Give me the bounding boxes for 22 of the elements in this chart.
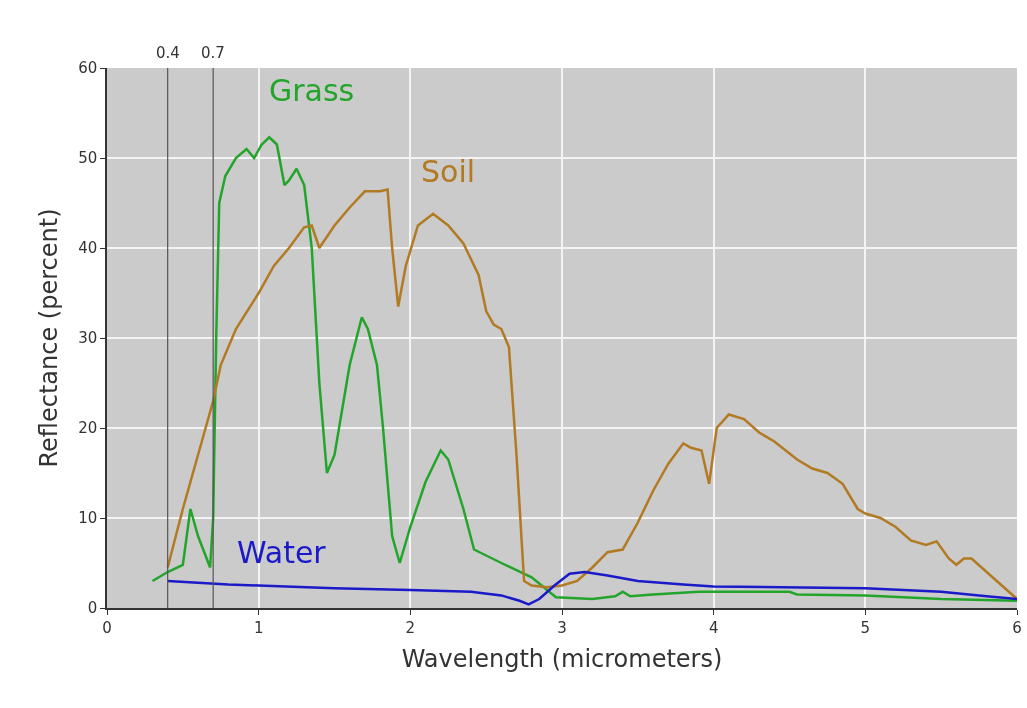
x-tick-label: 4: [708, 618, 719, 637]
x-axis-title: Wavelength (micrometers): [401, 644, 723, 673]
y-tick-label: 10: [78, 509, 98, 528]
ref-line-label: 0.4: [156, 44, 180, 62]
y-tick-label: 60: [78, 59, 98, 78]
x-tick-label: 2: [405, 618, 416, 637]
series-label: Grass: [269, 73, 355, 108]
series-label: Soil: [421, 154, 476, 189]
y-tick-label: 40: [78, 239, 98, 258]
y-tick-label: 0: [87, 599, 98, 618]
series-label: Water: [237, 535, 327, 570]
y-tick-label: 50: [78, 149, 98, 168]
x-tick-label: 6: [1012, 618, 1022, 637]
x-tick-label: 3: [557, 618, 567, 637]
x-tick-label: 0: [102, 618, 112, 637]
x-tick-label: 1: [253, 618, 264, 637]
x-tick-label: 5: [860, 618, 871, 637]
line-series: [166, 570, 1017, 606]
ref-line-label: 0.7: [201, 44, 225, 62]
y-tick-label: 30: [78, 329, 98, 348]
y-tick-label: 20: [78, 419, 98, 438]
y-axis-title: Reflectance (percent): [34, 208, 63, 468]
